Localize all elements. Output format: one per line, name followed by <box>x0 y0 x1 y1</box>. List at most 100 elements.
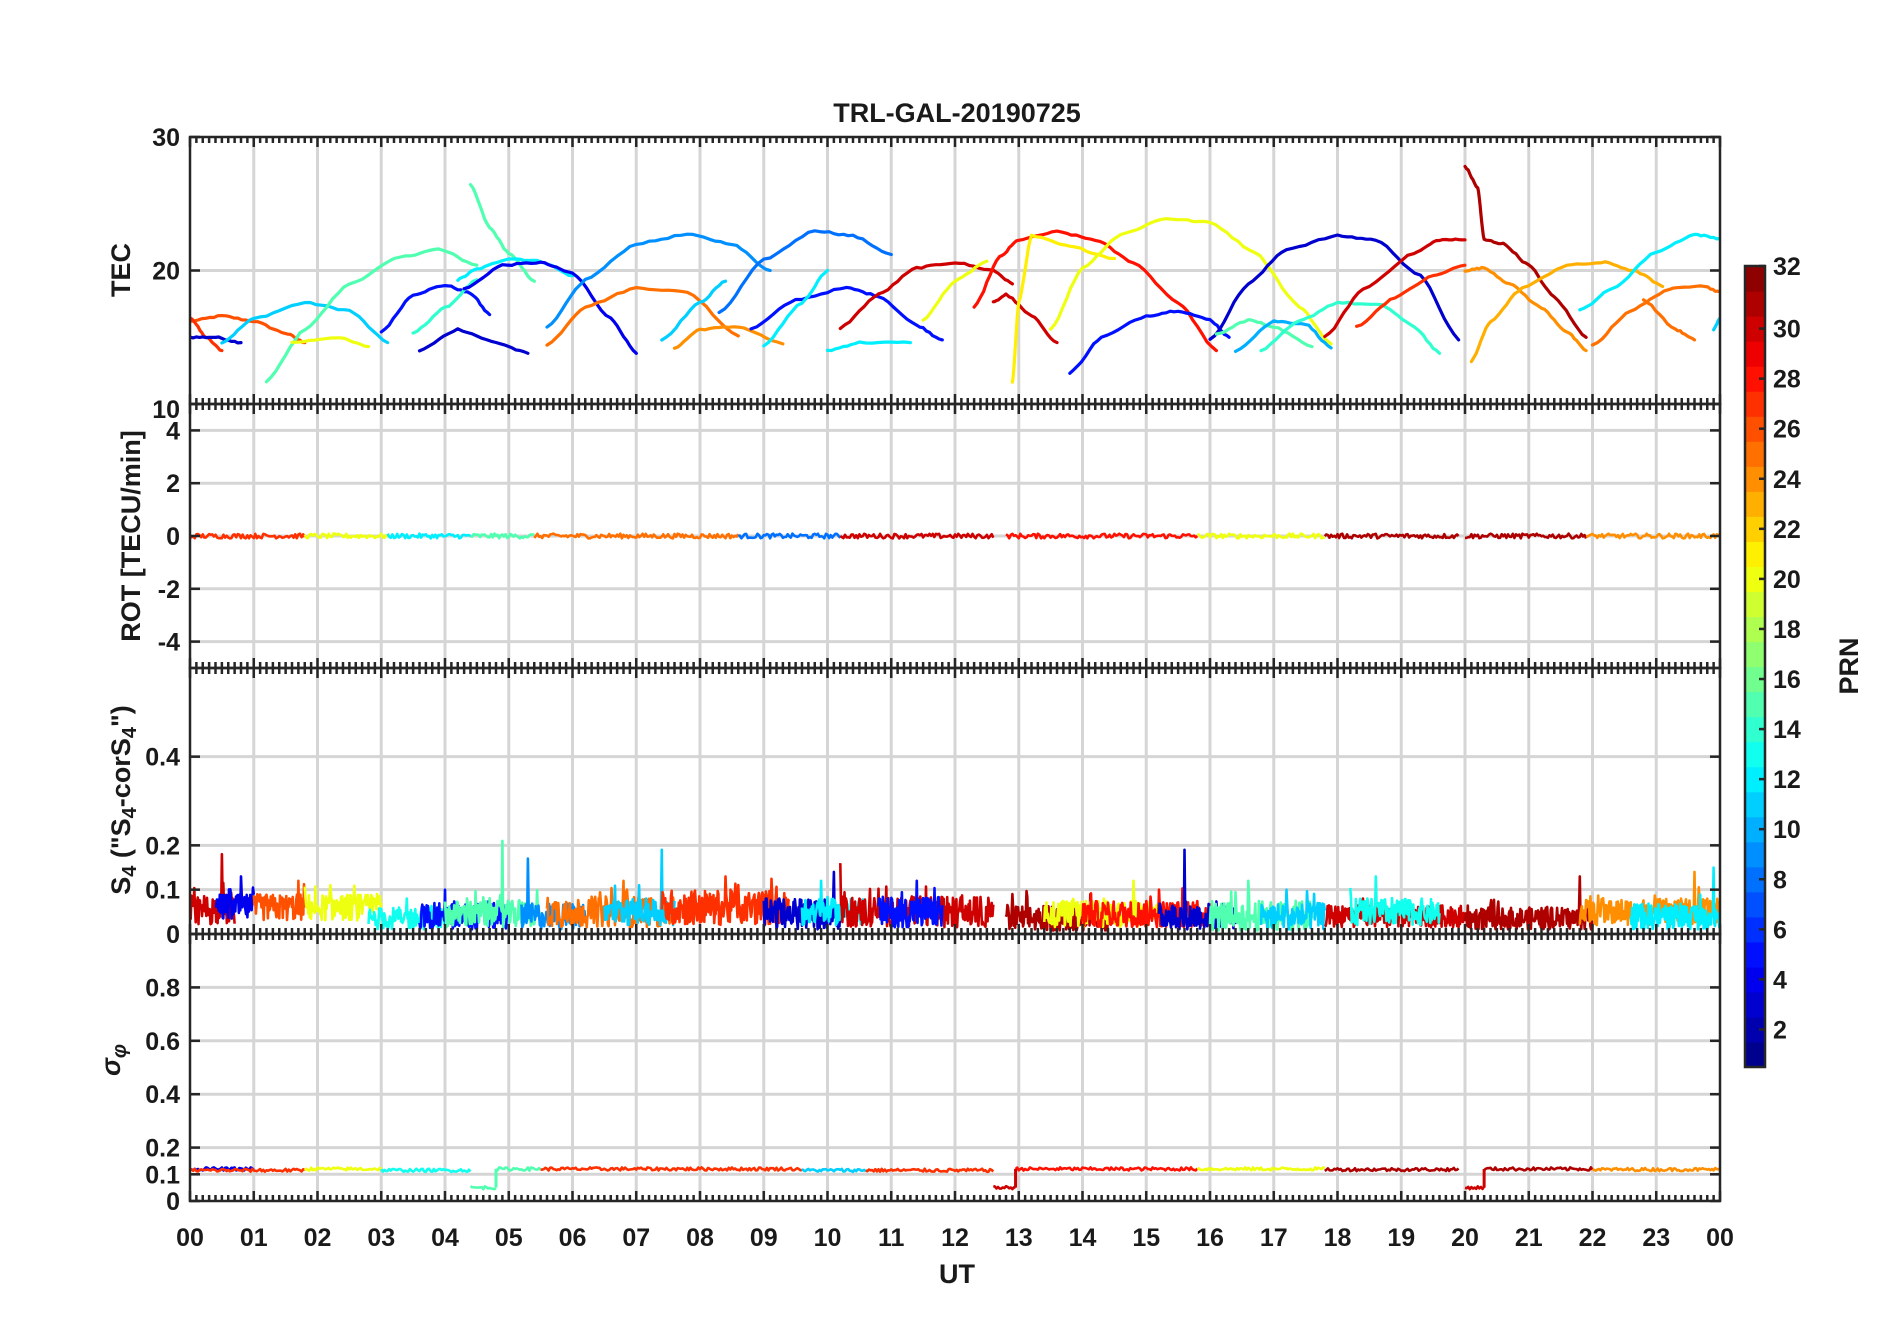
s4-ylabel-main: S <box>106 877 136 895</box>
colorbar-band <box>1745 516 1765 542</box>
tec-series-line <box>190 314 307 345</box>
rot-ytick-label: 4 <box>166 417 180 445</box>
colorbar-band <box>1745 716 1765 743</box>
tec-series-line <box>762 268 830 348</box>
sig-series-line <box>1196 1166 1326 1172</box>
colorbar-band <box>1745 316 1765 342</box>
colorbar-tick-label: 14 <box>1773 716 1801 744</box>
tec-series-line <box>379 284 492 334</box>
s4-ylabel-rest2: -corS <box>106 738 136 807</box>
tec-series-line <box>1463 265 1588 353</box>
s4-series-line <box>1629 866 1720 931</box>
tec-ytick-labels: 20 10 30 <box>152 124 180 424</box>
x-tick-label: 22 <box>1579 1224 1607 1252</box>
sig-series <box>190 1166 1720 1191</box>
colorbar-band <box>1745 441 1765 467</box>
x-tick-label: 00 <box>1706 1224 1734 1252</box>
colorbar-tick-label: 22 <box>1773 516 1801 544</box>
rot-series-line <box>839 532 995 540</box>
colorbar-tick-label: 18 <box>1773 616 1801 644</box>
tec-series-line <box>1578 232 1720 312</box>
tec-series-line <box>1233 319 1333 353</box>
sig-ticks <box>188 932 1722 1203</box>
rot-series-line <box>386 532 472 540</box>
colorbar-band <box>1745 491 1765 517</box>
x-tick-label: 17 <box>1260 1224 1288 1252</box>
colorbar-band <box>1745 591 1765 618</box>
tec-series-line <box>545 232 772 329</box>
tec-series-line <box>1208 233 1461 342</box>
x-axis-label: UT <box>939 1259 975 1289</box>
colorbar-band <box>1745 566 1765 593</box>
x-tick-label: 14 <box>1069 1224 1097 1252</box>
tec-series-line <box>749 285 944 342</box>
rot-series-line <box>470 532 535 540</box>
tec-series-line <box>417 327 530 355</box>
tec-ticks <box>188 135 1722 406</box>
rot-series-line <box>1323 532 1460 540</box>
rot-ytick-label: 2 <box>166 470 180 498</box>
s4-ylabel-sub2: 4 <box>119 806 141 818</box>
colorbar-band <box>1745 816 1765 843</box>
tec-series-line <box>190 335 243 345</box>
colorbar-band <box>1745 966 1765 993</box>
colorbar-tick-label: 10 <box>1773 816 1801 844</box>
colorbar-band <box>1745 1016 1765 1043</box>
tec-series-line <box>1049 217 1333 346</box>
s4-series-line <box>1259 888 1327 931</box>
colorbar-label: PRN <box>1834 637 1864 694</box>
sig-ytick-label: 0 <box>166 1188 180 1216</box>
panel-s4: 00.10.20.4 S4 ("S4-corS4") <box>106 666 1722 949</box>
colorbar-band <box>1745 916 1765 943</box>
x-tick-label: 15 <box>1132 1224 1160 1252</box>
rot-series-line <box>737 532 842 540</box>
tec-series-line <box>545 286 740 347</box>
s4-series-line <box>1463 875 1594 931</box>
sig-ytick-labels: 00.10.2 0.4 0.6 0.8 <box>145 974 180 1216</box>
colorbar-tick-label: 4 <box>1773 966 1787 994</box>
colorbar-band <box>1745 266 1765 292</box>
x-tick-label: 00 <box>176 1224 204 1252</box>
x-tick-label: 06 <box>559 1224 587 1252</box>
tec-series-line <box>462 260 638 355</box>
x-tick-label: 09 <box>750 1224 778 1252</box>
colorbar-frame <box>1743 264 1767 1069</box>
colorbar-band <box>1745 941 1765 968</box>
tec-series-line <box>1641 298 1697 342</box>
rot-series-line <box>1585 532 1720 540</box>
sig-series-line <box>190 1167 306 1173</box>
colorbar-band <box>1745 616 1765 643</box>
rot-series-line <box>1464 532 1588 540</box>
rot-series-line <box>190 532 306 540</box>
sig-ytick-label: 0.2 <box>145 1135 180 1163</box>
tec-series-line <box>1214 318 1314 349</box>
colorbar-band <box>1745 866 1765 893</box>
sig-series-line <box>1014 1166 1199 1172</box>
tec-series-line <box>1010 233 1116 384</box>
x-tick-label: 20 <box>1451 1224 1479 1252</box>
colorbar-tick-label: 32 <box>1773 253 1801 281</box>
rot-series-line <box>303 532 389 540</box>
tec-series-line <box>717 229 893 315</box>
panel-rot: -4 -2 0 2 4 ROT [TECU/min] <box>116 402 1722 670</box>
sig-series-line <box>1483 1166 1594 1172</box>
s4-series-line <box>1349 875 1441 927</box>
sig-ytick-label: 0.6 <box>145 1028 180 1056</box>
tec-series-line <box>190 316 224 353</box>
colorbar-band <box>1745 391 1765 417</box>
x-tick-label: 21 <box>1515 1224 1543 1252</box>
tec-series-line <box>991 292 1059 345</box>
colorbar-tick-label: 12 <box>1773 766 1801 794</box>
s4-ylabel-rest: ("S <box>106 818 136 865</box>
panel-sigma-phi: 00.10.2 0.4 0.6 0.8 σφ <box>96 932 1722 1216</box>
sig-ylabel-main: σ <box>96 1057 126 1076</box>
tec-series-line <box>972 229 1218 353</box>
s4-grid <box>190 668 1720 934</box>
colorbar-bands <box>1745 266 1765 1068</box>
tec-series-line <box>290 336 371 349</box>
tec-ytick-label: 30 <box>152 124 180 152</box>
panel-tec: 20 10 30 TEC <box>106 124 1722 424</box>
tec-series-line <box>825 340 912 353</box>
rot-ytick-label: -4 <box>158 629 180 657</box>
